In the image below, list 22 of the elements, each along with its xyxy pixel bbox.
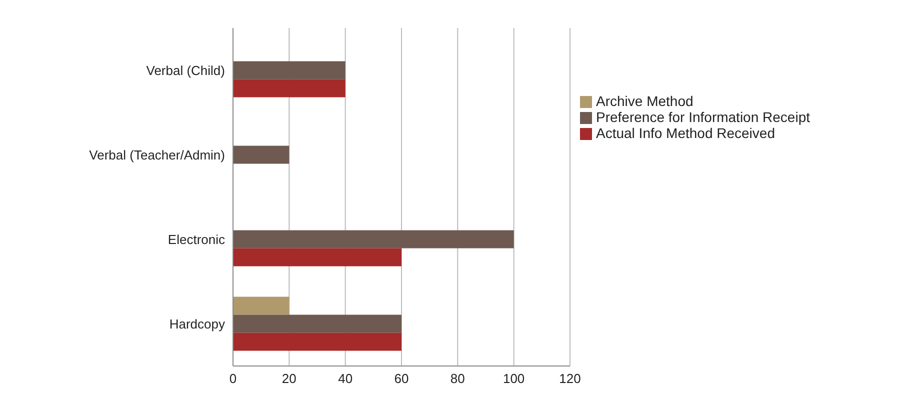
- bar: [233, 248, 402, 266]
- bar: [233, 314, 402, 333]
- bar: [233, 61, 346, 80]
- x-tick-label: 80: [450, 371, 465, 386]
- x-tick-label: 60: [394, 371, 409, 386]
- x-tick-label: 100: [502, 371, 525, 386]
- bar: [233, 146, 290, 164]
- x-tick-label: 0: [229, 371, 237, 386]
- bar: [233, 332, 402, 351]
- bar: [233, 79, 346, 98]
- legend-label: Actual Info Method Received: [596, 125, 775, 141]
- x-tick-label: 20: [282, 371, 296, 386]
- y-tick-label: Hardcopy: [169, 316, 226, 332]
- x-tick-label: 120: [559, 371, 581, 386]
- x-tick-label: 40: [338, 371, 353, 386]
- y-tick-label: Verbal (Child): [146, 62, 225, 78]
- y-tick-label: Electronic: [168, 232, 226, 247]
- bar: [233, 230, 514, 248]
- legend-label: Archive Method: [596, 93, 694, 109]
- legend-label: Preference for Information Receipt: [596, 109, 810, 125]
- bar: [233, 296, 290, 315]
- y-tick-label: Verbal (Teacher/Admin): [89, 147, 225, 162]
